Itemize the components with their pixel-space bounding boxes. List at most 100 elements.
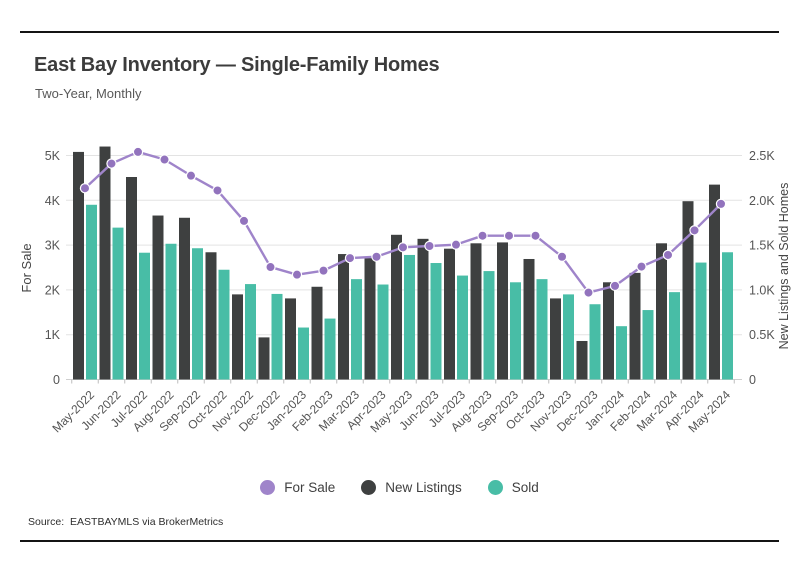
legend-label: New Listings — [385, 479, 462, 495]
bar-sold — [563, 294, 574, 380]
bar-sold — [271, 293, 283, 380]
for-sale-point — [291, 269, 303, 280]
bar-new-listings — [258, 337, 270, 380]
for-sale-point — [106, 158, 117, 169]
bar-new-listings — [99, 146, 111, 380]
left-axis-tick-label: 2K — [45, 283, 61, 297]
bar-new-listings — [179, 217, 190, 380]
left-axis-title: For Sale — [19, 243, 34, 292]
bar-sold — [457, 275, 468, 380]
bar-new-listings — [391, 234, 402, 380]
right-axis-title: New Listings and Sold Homes — [777, 183, 791, 350]
for-sale-point — [583, 287, 594, 298]
bar-sold — [642, 310, 654, 380]
for-sale-point — [715, 198, 727, 210]
legend-label: Sold — [511, 479, 539, 495]
bar-new-listings — [152, 215, 164, 380]
right-axis-tick-label: 0.5K — [749, 328, 775, 342]
for-sale-point — [662, 249, 674, 261]
right-axis-tick-label: 1.5K — [749, 239, 775, 253]
bottom-divider — [20, 540, 779, 542]
top-divider — [20, 31, 779, 33]
bar-new-listings — [470, 243, 482, 380]
for-sale-point — [503, 230, 515, 241]
bar-sold — [669, 292, 680, 380]
bar-new-listings — [232, 294, 243, 380]
for-sale-point — [371, 251, 382, 262]
for-sale-point — [265, 261, 276, 273]
bar-sold — [536, 279, 548, 380]
bar-new-listings — [656, 243, 667, 380]
bar-sold — [165, 243, 177, 380]
chart-legend: For Sale New Listings Sold — [0, 473, 799, 501]
right-axis-tick-label: 2.5K — [749, 149, 775, 163]
bar-new-listings — [550, 298, 561, 380]
bar-sold — [86, 204, 97, 380]
bar-new-listings — [523, 258, 535, 380]
bar-sold — [192, 248, 203, 380]
for-sale-point — [185, 170, 197, 181]
for-sale-point — [318, 265, 329, 276]
bar-new-listings — [126, 177, 137, 380]
bar-new-listings — [497, 242, 508, 380]
bar-new-listings — [205, 252, 217, 380]
for-sale-point — [477, 230, 488, 241]
bar-new-listings — [285, 298, 296, 380]
bar-sold — [510, 282, 521, 380]
for-sale-point — [344, 252, 356, 264]
legend-swatch-icon — [487, 479, 503, 495]
chart-subtitle: Two-Year, Monthly — [35, 86, 142, 101]
bar-new-listings — [311, 286, 323, 380]
bar-sold — [430, 263, 442, 380]
for-sale-point — [609, 280, 621, 292]
bar-sold — [245, 284, 256, 380]
for-sale-point — [450, 239, 462, 250]
bar-new-listings — [444, 248, 455, 380]
for-sale-point — [424, 240, 435, 252]
legend-item-new-listings: New Listings — [361, 479, 462, 495]
right-axis-tick-label: 1.0K — [749, 283, 775, 297]
bar-new-listings — [417, 238, 429, 380]
bar-new-listings — [338, 254, 349, 380]
bar-sold — [324, 318, 336, 380]
left-axis-tick-label: 5K — [45, 149, 61, 163]
bar-sold — [377, 284, 389, 380]
left-axis-tick-label: 0 — [53, 373, 60, 387]
for-sale-point — [159, 154, 170, 165]
bar-sold — [298, 327, 309, 380]
for-sale-point — [530, 230, 541, 241]
source-note: Source: EASTBAYMLS via BrokerMetrics — [28, 516, 224, 528]
bar-sold — [695, 262, 707, 380]
legend-item-for-sale: For Sale — [260, 479, 335, 495]
for-sale-point — [689, 225, 700, 236]
bar-sold — [589, 304, 601, 380]
bar-sold — [722, 252, 733, 380]
bar-new-listings — [364, 257, 376, 380]
bar-new-listings — [682, 201, 694, 380]
for-sale-point — [79, 183, 91, 194]
bar-sold — [483, 271, 495, 380]
legend-swatch-icon — [361, 479, 377, 495]
bar-sold — [404, 254, 415, 380]
for-sale-point — [636, 261, 647, 272]
legend-item-sold: Sold — [487, 479, 539, 495]
bar-new-listings — [73, 151, 84, 380]
for-sale-point — [397, 242, 409, 253]
for-sale-point — [132, 146, 144, 158]
bar-new-listings — [603, 282, 614, 380]
for-sale-point — [238, 215, 250, 227]
bar-new-listings — [709, 184, 720, 380]
chart-title: East Bay Inventory — Single-Family Homes — [34, 54, 440, 76]
bar-sold — [112, 227, 124, 380]
bar-new-listings — [576, 340, 588, 380]
right-axis-tick-label: 2.0K — [749, 194, 775, 208]
bar-new-listings — [629, 272, 641, 380]
for-sale-point — [212, 185, 223, 196]
legend-swatch-icon — [260, 479, 276, 495]
bar-sold — [139, 252, 150, 380]
bar-sold — [218, 269, 230, 380]
bar-sold — [351, 279, 362, 380]
left-axis-tick-label: 1K — [45, 328, 61, 342]
left-axis-tick-label: 3K — [45, 239, 61, 253]
